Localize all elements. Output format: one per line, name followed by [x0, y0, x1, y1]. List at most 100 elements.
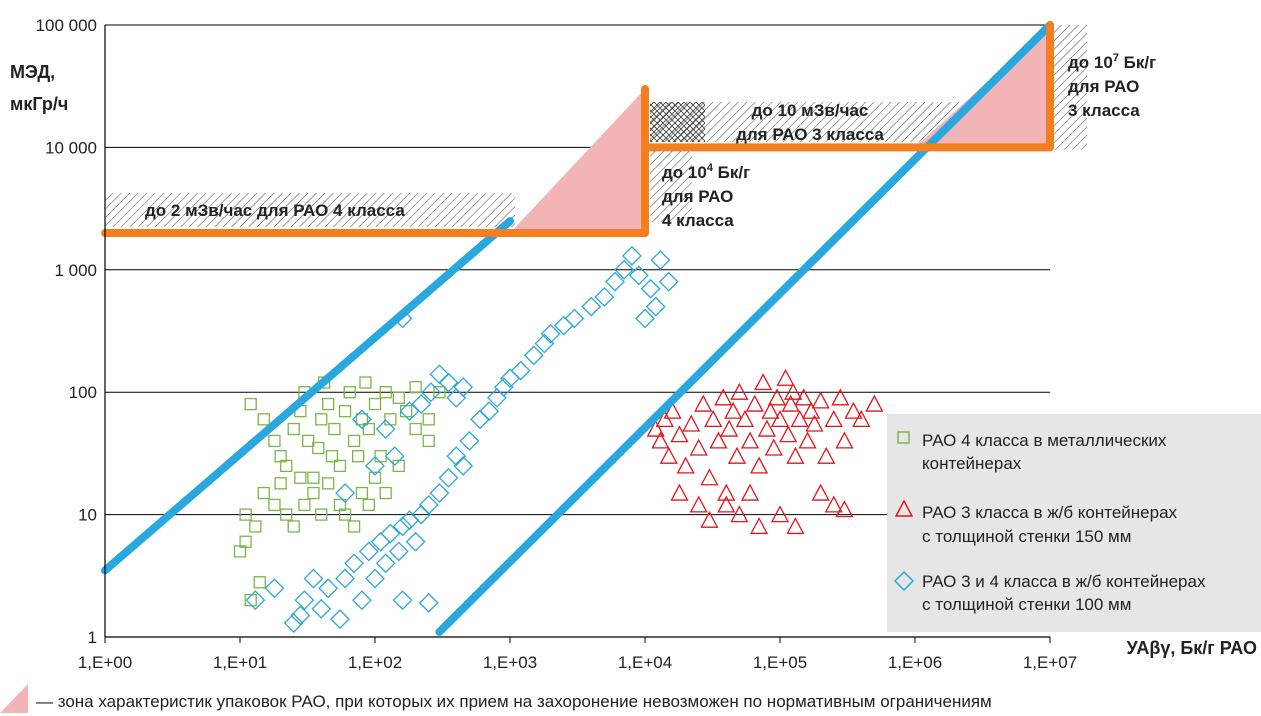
- annotation-right: до 107 Бк/г для РАО 3 класса: [1068, 52, 1156, 120]
- annotation-right-sup: 7: [1113, 52, 1119, 64]
- point-triangle-3: [659, 446, 678, 464]
- point-triangle-27: [767, 388, 787, 406]
- point-diamond-12: [358, 541, 379, 562]
- point-triangle-10: [700, 468, 719, 486]
- point-diamond-1: [264, 578, 285, 599]
- point-triangle-54: [835, 500, 854, 518]
- point-diamond-3: [290, 605, 311, 626]
- point-diamond-24: [418, 592, 439, 613]
- y-tick-label-0: 1: [88, 628, 97, 647]
- point-diamond-2: [283, 613, 304, 633]
- point-triangle-35: [794, 388, 813, 406]
- point-triangle-6: [676, 456, 695, 474]
- point-square-2: [268, 434, 281, 448]
- point-triangle-5: [670, 425, 689, 443]
- point-triangle-50: [770, 505, 790, 523]
- point-diamond-23: [392, 590, 413, 611]
- point-triangle-32: [783, 382, 803, 400]
- point-triangle-8: [689, 438, 708, 456]
- point-square-36: [239, 535, 252, 548]
- point-diamond-28: [453, 455, 474, 476]
- point-diamond-64: [375, 419, 396, 439]
- point-triangle-30: [779, 425, 798, 443]
- point-diamond-0: [245, 590, 266, 611]
- x-tick-label-3: 1,E+03: [483, 653, 537, 672]
- point-diamond-40: [564, 308, 585, 329]
- hatch-zone-mid: [650, 150, 692, 222]
- point-triangle-34: [790, 409, 809, 428]
- x-tick-label-5: 1,E+05: [753, 653, 807, 672]
- legend-green-line2: контейнерах: [922, 454, 1022, 473]
- point-square-5: [287, 422, 300, 436]
- point-diamond-4: [294, 590, 315, 611]
- point-triangle-42: [831, 388, 850, 406]
- legend-green-square-icon: [897, 431, 910, 444]
- x-axis-title: УАβγ, Бк/г РАО: [1127, 638, 1257, 658]
- limit-lines: [101, 21, 1054, 636]
- y-tick-label-3: 1 000: [54, 261, 97, 280]
- point-diamond-53: [335, 483, 355, 503]
- point-square-27: [384, 413, 397, 426]
- point-triangle-41: [824, 409, 843, 428]
- legend-green-line1: РАО 4 класса в металлических: [922, 431, 1167, 450]
- point-diamond-47: [635, 308, 655, 329]
- point-square-4: [280, 459, 293, 473]
- annotation-mid-unit: Бк/г: [713, 163, 750, 182]
- footer-note-text: — зона характеристик упаковок РАО, при к…: [36, 692, 992, 711]
- legend-red-line1: РАО 3 класса в ж/б контейнерах: [922, 503, 1178, 522]
- legend-red-triangle-icon: [894, 499, 914, 517]
- point-triangle-24: [757, 419, 777, 437]
- point-square-11: [315, 413, 328, 426]
- point-square-15: [328, 422, 341, 436]
- point-triangle-52: [811, 483, 830, 501]
- point-triangle-16: [724, 401, 743, 419]
- point-triangle-46: [865, 394, 884, 412]
- point-triangle-31: [781, 394, 800, 412]
- point-triangle-15: [720, 419, 739, 437]
- annotation-zone2: до 10 мЗв/час для РАО 3 класса: [736, 101, 884, 144]
- point-square-54: [368, 471, 382, 484]
- point-square-17: [338, 405, 352, 418]
- point-triangle-18: [730, 382, 749, 400]
- point-diamond-42: [594, 287, 615, 307]
- legend-blue-line1: РАО 3 и 4 класса в ж/б контейнерах: [922, 572, 1206, 591]
- point-diamond-54: [365, 455, 385, 476]
- point-triangle-48: [730, 505, 749, 523]
- crosshatch-zone-overlap: [650, 102, 705, 142]
- point-diamond-62: [453, 377, 474, 398]
- annotation-mid-line3: 4 класса: [662, 211, 734, 230]
- point-square-16: [333, 459, 347, 473]
- point-square-32: [433, 386, 446, 399]
- point-square-37: [244, 594, 257, 607]
- point-diamond-18: [392, 516, 413, 537]
- orange-boundary-line: [101, 21, 1054, 237]
- point-diamond-49: [645, 296, 666, 317]
- point-diamond-16: [380, 523, 401, 544]
- point-square-21: [355, 413, 369, 426]
- point-diamond-45: [621, 245, 642, 266]
- annotation-right-line1: до 107 Бк/г: [1068, 52, 1156, 72]
- point-square-50: [338, 508, 352, 521]
- point-triangle-51: [786, 517, 805, 535]
- annotation-zone1-text: до 2 мЗв/час для РАО 4 класса: [145, 201, 405, 220]
- point-diamond-35: [510, 360, 531, 381]
- point-diamond-17: [388, 541, 409, 562]
- hatch-zone-right: [1052, 25, 1087, 150]
- point-square-57: [409, 422, 422, 436]
- point-triangle-49: [750, 517, 769, 535]
- annotation-mid-base: до 10: [662, 163, 707, 182]
- point-triangle-11: [704, 409, 723, 428]
- point-square-41: [274, 477, 287, 490]
- point-triangle-7: [682, 414, 701, 432]
- y-tick-label-2: 100: [69, 383, 97, 402]
- annotation-right-line3: 3 класса: [1068, 101, 1140, 120]
- point-diamond-15: [375, 553, 396, 574]
- annotation-mid-line1: до 104 Бк/г: [662, 162, 750, 182]
- point-diamond-44: [614, 259, 635, 280]
- point-diamond-10: [344, 553, 365, 574]
- point-square-13: [322, 397, 335, 411]
- point-diamond-20: [405, 531, 426, 552]
- legend-item-green: РАО 4 класса в металлических контейнерах: [897, 431, 1167, 473]
- point-triangle-13: [714, 388, 733, 406]
